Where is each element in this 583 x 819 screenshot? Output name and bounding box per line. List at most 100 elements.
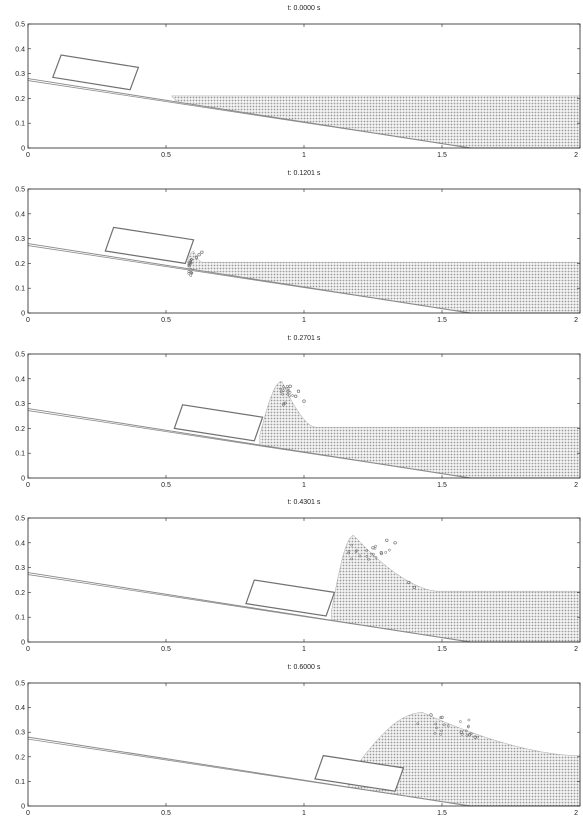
spray-particle [380, 552, 383, 556]
spray-particle [460, 733, 464, 736]
spray-particle [379, 551, 383, 555]
y-tick-label: 0.3 [15, 730, 25, 737]
spray-particle [367, 557, 370, 561]
sliding-block [51, 54, 140, 91]
spray-particle [407, 580, 411, 585]
y-tick-label: 0.2 [15, 261, 25, 268]
panel: 0 0.1 0.2 0.3 0.4 0.5 0 0.5 1 1.5 2 [15, 516, 581, 653]
x-tick-label: 0 [26, 317, 30, 324]
spray-particle [281, 403, 285, 407]
spray-particle [194, 255, 198, 259]
x-tick-label: 2 [574, 317, 578, 324]
spray-particle [291, 394, 294, 397]
y-tick-label: 0.2 [15, 590, 25, 597]
x-tick-label: 1 [302, 810, 306, 817]
spray-particle [467, 724, 470, 728]
spray-particle [279, 390, 283, 394]
y-tick-label: 0.3 [15, 401, 25, 408]
spray-particle [354, 550, 358, 553]
slope-line [27, 738, 472, 807]
slope-line [27, 80, 472, 149]
spray-particle [476, 735, 479, 739]
y-tick-label: 0.5 [15, 516, 25, 523]
slope-line [27, 410, 472, 479]
sliding-block [104, 226, 195, 265]
spray-particle [187, 260, 191, 264]
spray-particle [302, 399, 306, 403]
y-tick-label: 0.2 [15, 754, 25, 761]
y-tick-label: 0.5 [15, 681, 25, 688]
spray-particle [464, 729, 468, 733]
x-tick-label: 2 [574, 810, 578, 817]
y-tick-label: 0.3 [15, 236, 25, 243]
spray-particle [197, 253, 201, 257]
y-tick-label: 0.4 [15, 540, 25, 547]
x-tick-label: 1.5 [437, 317, 447, 324]
spray-particle [281, 392, 285, 396]
panel: 0 0.1 0.2 0.3 0.4 0.5 0 0.5 1 1.5 2 [15, 681, 581, 817]
spray-particle [189, 274, 193, 278]
spray-particle [459, 720, 462, 723]
spray-particle [358, 554, 362, 558]
x-tick-label: 0 [26, 810, 30, 817]
y-tick-label: 0.4 [15, 46, 25, 53]
x-tick-label: 1.5 [437, 646, 447, 653]
spray-particle [439, 716, 442, 719]
water-body [170, 95, 581, 149]
spray-particle [190, 258, 193, 261]
x-tick-label: 2 [574, 152, 578, 159]
x-tick-label: 0 [26, 152, 30, 159]
spray-particle [296, 389, 301, 393]
y-tick-label: 0.4 [15, 211, 25, 218]
x-tick-label: 1 [302, 317, 306, 324]
y-tick-label: 0 [21, 640, 25, 647]
panel-title: t: 0.6000 s [287, 664, 321, 671]
spray-particle [469, 732, 473, 736]
y-tick-label: 0.1 [15, 615, 25, 622]
x-tick-label: 0.5 [161, 810, 171, 817]
y-tick-label: 0.3 [15, 565, 25, 572]
spray-particle [286, 392, 290, 396]
water-body [347, 712, 581, 807]
water-body [331, 535, 581, 643]
spray-particle [433, 731, 437, 735]
spray-particle [446, 724, 450, 728]
x-tick-label: 1.5 [437, 152, 447, 159]
spray-particle [284, 386, 288, 390]
water-body [259, 381, 581, 479]
slope-line [27, 574, 472, 643]
spray-particle [440, 715, 444, 720]
spray-particle [365, 549, 369, 552]
spray-particle [374, 556, 378, 559]
panel: 0 0.1 0.2 0.3 0.4 0.5 0 0.5 1 1.5 2 [15, 22, 581, 159]
spray-particle [365, 554, 369, 558]
y-tick-label: 0.2 [15, 426, 25, 433]
x-tick-label: 0.5 [161, 482, 171, 489]
spray-particle [385, 538, 389, 542]
spray-particle [370, 552, 374, 556]
spray-particle [282, 402, 285, 405]
spray-particle [187, 270, 191, 273]
spray-particle [283, 401, 287, 405]
y-tick-label: 0.5 [15, 187, 25, 194]
spray-particle [440, 729, 443, 733]
y-tick-label: 0.4 [15, 705, 25, 712]
x-tick-label: 1 [302, 152, 306, 159]
panel-title: t: 0.4301 s [287, 499, 321, 506]
spray-particle [187, 272, 191, 275]
slope-line [27, 245, 472, 314]
y-tick-label: 0.1 [15, 779, 25, 786]
y-tick-label: 0 [21, 804, 25, 811]
panel: 0 0.1 0.2 0.3 0.4 0.5 0 0.5 1 1.5 2 [15, 352, 581, 489]
y-tick-label: 0.5 [15, 22, 25, 29]
y-tick-label: 0.5 [15, 352, 25, 359]
y-tick-label: 0.1 [15, 451, 25, 458]
spray-particle [388, 548, 391, 552]
spray-particle [435, 726, 438, 730]
spray-particle [373, 546, 377, 550]
sliding-block [245, 579, 336, 617]
x-tick-label: 0 [26, 646, 30, 653]
spray-particle [286, 384, 289, 388]
x-tick-label: 1.5 [437, 482, 447, 489]
